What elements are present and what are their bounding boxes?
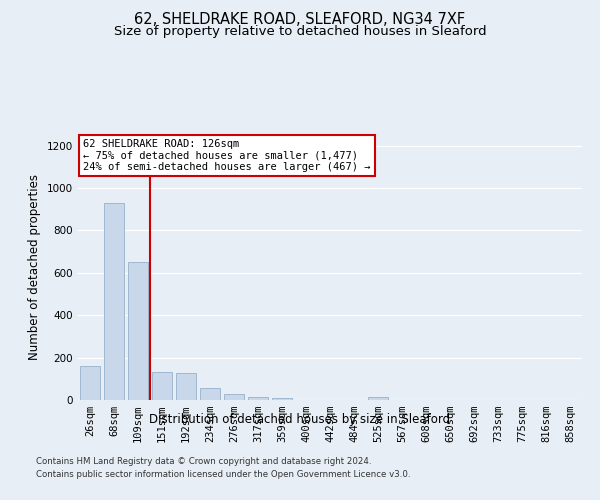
Bar: [248, 397, 268, 400]
Text: 62 SHELDRAKE ROAD: 126sqm
← 75% of detached houses are smaller (1,477)
24% of se: 62 SHELDRAKE ROAD: 126sqm ← 75% of detac…: [83, 139, 371, 172]
Text: 62, SHELDRAKE ROAD, SLEAFORD, NG34 7XF: 62, SHELDRAKE ROAD, SLEAFORD, NG34 7XF: [134, 12, 466, 28]
Bar: [80, 366, 100, 400]
Bar: [104, 203, 124, 400]
Text: Contains public sector information licensed under the Open Government Licence v3: Contains public sector information licen…: [36, 470, 410, 479]
Y-axis label: Number of detached properties: Number of detached properties: [28, 174, 41, 360]
Bar: [200, 388, 220, 400]
Bar: [128, 262, 148, 400]
Text: Size of property relative to detached houses in Sleaford: Size of property relative to detached ho…: [113, 25, 487, 38]
Bar: [272, 398, 292, 400]
Text: Contains HM Land Registry data © Crown copyright and database right 2024.: Contains HM Land Registry data © Crown c…: [36, 458, 371, 466]
Bar: [368, 398, 388, 400]
Bar: [224, 394, 244, 400]
Text: Distribution of detached houses by size in Sleaford: Distribution of detached houses by size …: [149, 412, 451, 426]
Bar: [152, 372, 172, 400]
Bar: [176, 373, 196, 400]
